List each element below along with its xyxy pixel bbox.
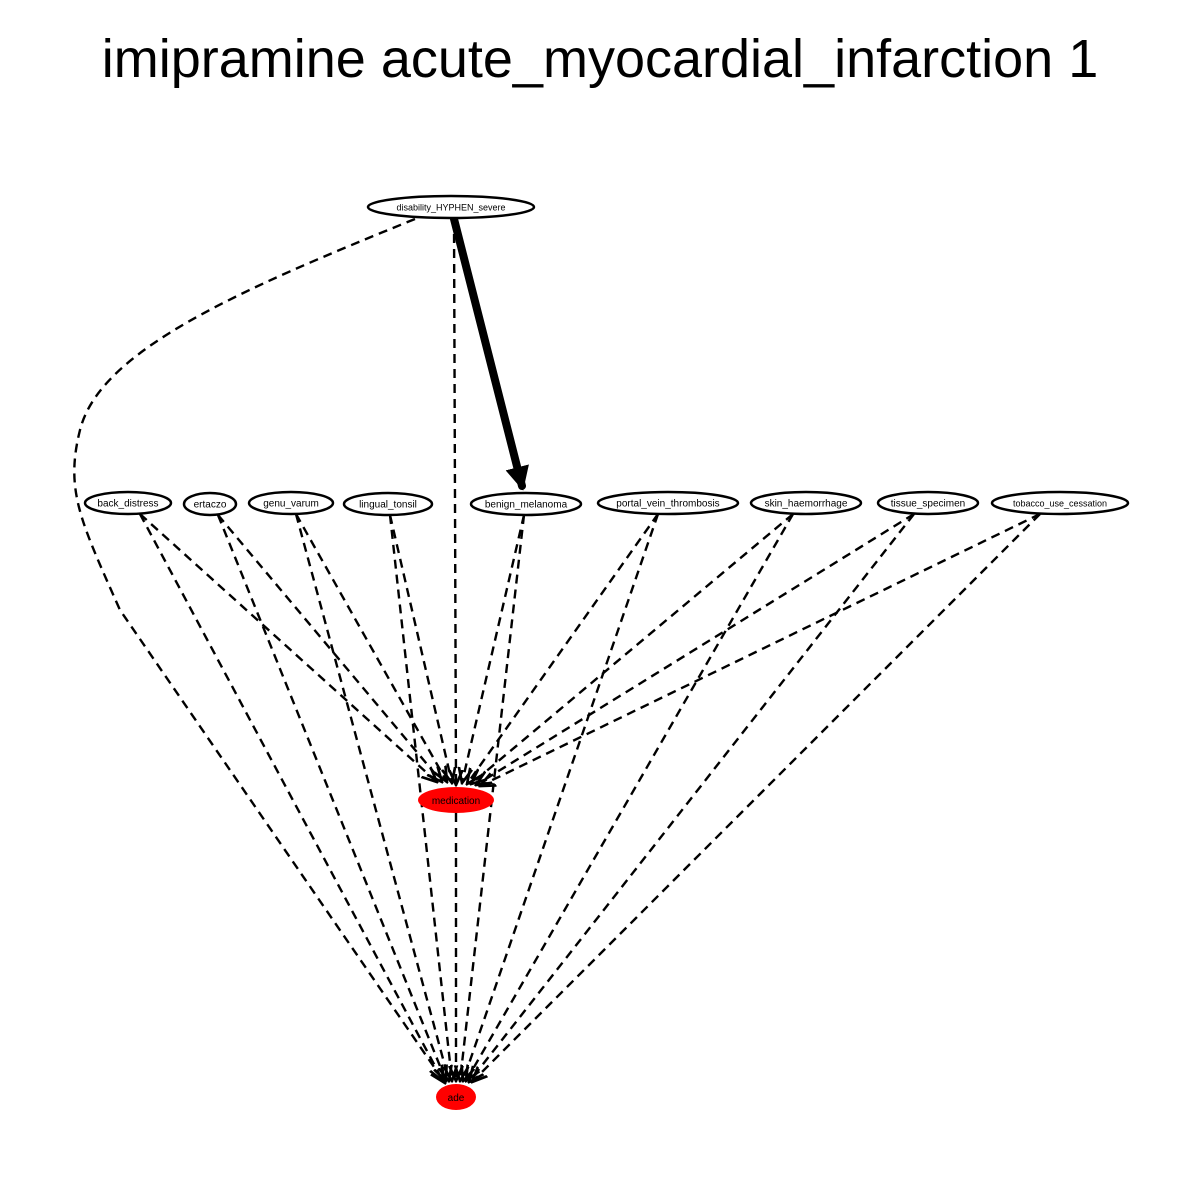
edge-ertaczo-to-ade bbox=[216, 514, 446, 1081]
node-tissue-specimen[interactable]: tissue_specimen bbox=[876, 490, 980, 516]
edge-tobacco-use-cessation-to-medication bbox=[480, 512, 1041, 786]
node-portal-vein-thrombosis[interactable]: portal_vein_thrombosis bbox=[596, 490, 740, 516]
node-disability[interactable]: disability_HYPHEN_severe bbox=[366, 194, 536, 220]
node-benign-melanoma[interactable]: benign_melanoma bbox=[469, 491, 583, 517]
edge-disability-to-medication bbox=[454, 218, 456, 785]
node-label-disability: disability_HYPHEN_severe bbox=[396, 203, 505, 213]
node-label-tobacco-use-cessation: tobacco_use_cessation bbox=[1013, 499, 1107, 509]
node-medication[interactable]: medication bbox=[418, 787, 494, 813]
node-genu-varum[interactable]: genu_varum bbox=[247, 490, 335, 516]
diagram-title: imipramine acute_myocardial_infarction 1 bbox=[101, 29, 1099, 89]
edge-benign-melanoma-to-ade bbox=[460, 514, 526, 1081]
edge-portal-vein-thrombosis-to-ade bbox=[463, 513, 660, 1081]
node-label-medication: medication bbox=[432, 796, 480, 807]
edge-back-distress-to-ade bbox=[138, 513, 443, 1081]
node-tobacco-use-cessation[interactable]: tobacco_use_cessation bbox=[990, 490, 1130, 516]
node-ertaczo[interactable]: ertaczo bbox=[182, 491, 238, 517]
node-back-distress[interactable]: back_distress bbox=[83, 490, 173, 516]
edge-layer bbox=[73, 215, 1041, 1083]
node-label-ertaczo: ertaczo bbox=[194, 500, 227, 511]
node-label-back-distress: back_distress bbox=[97, 499, 158, 510]
node-label-lingual-tonsil: lingual_tonsil bbox=[359, 500, 417, 511]
edge-tissue-specimen-to-ade bbox=[469, 513, 915, 1082]
edge-portal-vein-thrombosis-to-medication bbox=[467, 513, 659, 784]
node-lingual-tonsil[interactable]: lingual_tonsil bbox=[342, 491, 434, 517]
node-label-benign-melanoma: benign_melanoma bbox=[485, 500, 568, 511]
edge-lingual-tonsil-to-ade bbox=[388, 514, 452, 1081]
node-layer: disability_HYPHEN_severe back_distress e… bbox=[83, 194, 1130, 1110]
node-label-portal-vein-thrombosis: portal_vein_thrombosis bbox=[616, 499, 719, 510]
edge-tobacco-use-cessation-to-ade bbox=[472, 513, 1041, 1082]
edge-tissue-specimen-to-medication bbox=[476, 512, 915, 785]
node-label-ade: ade bbox=[448, 1093, 465, 1104]
node-label-skin-haemorrhage: skin_haemorrhage bbox=[765, 499, 848, 510]
edge-genu-varum-to-medication bbox=[294, 513, 447, 782]
node-label-genu-varum: genu_varum bbox=[263, 499, 319, 510]
node-ade[interactable]: ade bbox=[436, 1084, 476, 1110]
edge-skin-haemorrhage-to-medication bbox=[471, 513, 794, 784]
node-label-tissue-specimen: tissue_specimen bbox=[891, 499, 965, 510]
node-skin-haemorrhage[interactable]: skin_haemorrhage bbox=[749, 490, 863, 516]
edge-lingual-tonsil-to-medication bbox=[388, 514, 452, 783]
edge-genu-varum-to-ade bbox=[294, 513, 449, 1081]
edge-ertaczo-to-medication bbox=[217, 514, 442, 782]
edge-benign-melanoma-to-medication bbox=[462, 514, 526, 783]
edge-skin-haemorrhage-to-ade bbox=[466, 513, 795, 1081]
edge-back-distress-to-medication bbox=[139, 513, 437, 782]
edge-disability-to-benign-melanoma bbox=[450, 215, 529, 491]
edge-disability-to-ade bbox=[73, 217, 445, 1083]
